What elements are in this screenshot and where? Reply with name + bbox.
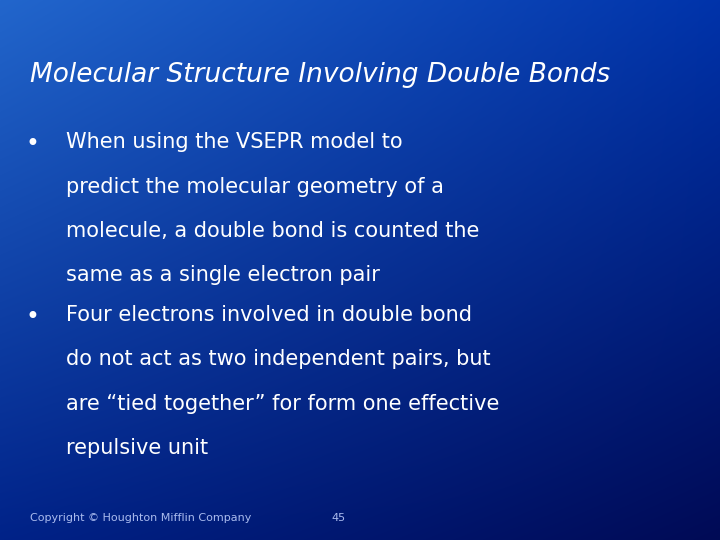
Text: are “tied together” for form one effective: are “tied together” for form one effecti… (66, 394, 500, 414)
Text: predict the molecular geometry of a: predict the molecular geometry of a (66, 177, 444, 197)
Text: same as a single electron pair: same as a single electron pair (66, 265, 380, 285)
Text: When using the VSEPR model to: When using the VSEPR model to (66, 132, 403, 152)
Text: •: • (25, 305, 39, 329)
Text: Molecular Structure Involving Double Bonds: Molecular Structure Involving Double Bon… (30, 62, 611, 88)
Text: Four electrons involved in double bond: Four electrons involved in double bond (66, 305, 472, 325)
Text: •: • (25, 132, 39, 156)
Text: Copyright © Houghton Mifflin Company: Copyright © Houghton Mifflin Company (30, 512, 251, 523)
Text: molecule, a double bond is counted the: molecule, a double bond is counted the (66, 221, 480, 241)
Text: do not act as two independent pairs, but: do not act as two independent pairs, but (66, 349, 491, 369)
Text: repulsive unit: repulsive unit (66, 438, 208, 458)
Text: 45: 45 (331, 512, 346, 523)
